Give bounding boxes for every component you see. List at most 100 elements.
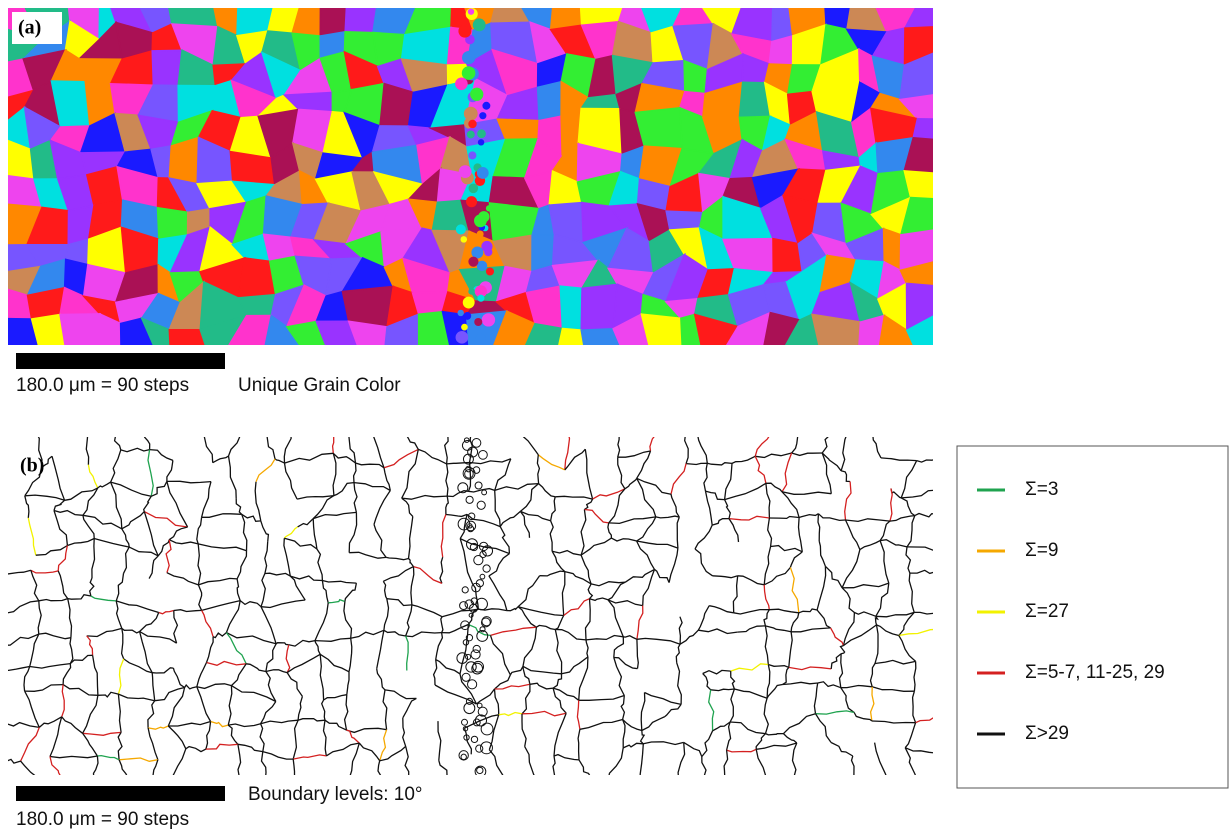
boundary bbox=[608, 748, 623, 781]
boundary bbox=[167, 573, 199, 585]
grain bbox=[560, 286, 582, 330]
boundary bbox=[409, 559, 414, 567]
boundary bbox=[462, 587, 468, 593]
boundary bbox=[771, 546, 803, 552]
boundary bbox=[118, 659, 123, 694]
boundary bbox=[118, 694, 121, 732]
boundary bbox=[378, 761, 381, 781]
grain bbox=[158, 208, 188, 240]
boundary bbox=[168, 688, 184, 727]
boundary bbox=[881, 458, 917, 461]
boundary bbox=[293, 759, 296, 781]
scale-bar bbox=[16, 786, 225, 801]
boundary bbox=[737, 626, 765, 632]
boundary bbox=[236, 499, 242, 515]
boundary bbox=[266, 644, 276, 672]
boundary bbox=[734, 689, 767, 698]
boundary bbox=[460, 602, 468, 610]
boundary bbox=[50, 756, 97, 758]
boundary bbox=[284, 527, 297, 538]
grain bbox=[458, 25, 471, 38]
grain bbox=[481, 241, 492, 252]
boundary bbox=[520, 431, 538, 455]
grain bbox=[475, 334, 486, 345]
boundary bbox=[50, 757, 63, 782]
boundary bbox=[119, 760, 129, 781]
boundary bbox=[39, 717, 61, 728]
boundary bbox=[198, 578, 237, 585]
boundary bbox=[846, 520, 860, 550]
boundary bbox=[695, 525, 712, 549]
boundary bbox=[709, 606, 734, 613]
boundary bbox=[875, 743, 889, 781]
boundary bbox=[387, 599, 412, 606]
boundary bbox=[702, 731, 713, 757]
boundary bbox=[386, 557, 408, 559]
boundary bbox=[403, 698, 417, 717]
boundary bbox=[198, 585, 201, 611]
boundary bbox=[197, 517, 202, 544]
boundary bbox=[167, 460, 173, 481]
boundary bbox=[168, 722, 210, 727]
boundary bbox=[608, 600, 643, 606]
boundary bbox=[491, 627, 537, 635]
grain bbox=[168, 2, 218, 27]
panel-label: (b) bbox=[20, 455, 44, 477]
boundary bbox=[522, 684, 530, 714]
boundary bbox=[226, 633, 276, 644]
grain bbox=[477, 167, 489, 179]
grain bbox=[468, 257, 478, 267]
boundary bbox=[698, 606, 709, 631]
boundary bbox=[111, 450, 121, 482]
boundary bbox=[905, 723, 915, 748]
boundary bbox=[552, 551, 581, 556]
boundary bbox=[262, 752, 267, 781]
boundary bbox=[676, 644, 680, 663]
boundary bbox=[402, 496, 448, 500]
boundary bbox=[122, 529, 129, 547]
boundary bbox=[328, 600, 345, 603]
boundary bbox=[637, 517, 656, 541]
boundary bbox=[472, 439, 481, 448]
boundary bbox=[733, 576, 737, 613]
boundary bbox=[731, 671, 735, 689]
boundary bbox=[880, 541, 889, 584]
boundary bbox=[637, 478, 671, 494]
boundary bbox=[899, 629, 939, 635]
grain bbox=[473, 18, 486, 31]
boundary bbox=[477, 501, 485, 509]
boundary bbox=[384, 599, 389, 631]
boundary bbox=[351, 630, 384, 638]
grain bbox=[558, 329, 585, 351]
boundary bbox=[384, 630, 406, 636]
boundary bbox=[555, 496, 592, 499]
boundary bbox=[499, 713, 522, 716]
boundary bbox=[28, 518, 36, 555]
boundary bbox=[169, 527, 187, 540]
boundary bbox=[818, 514, 820, 542]
boundary bbox=[581, 510, 586, 556]
grain bbox=[468, 8, 474, 14]
boundary bbox=[460, 625, 468, 674]
grain bbox=[468, 288, 475, 295]
boundary bbox=[322, 581, 328, 603]
boundary bbox=[384, 449, 418, 467]
grain bbox=[461, 324, 468, 331]
boundary bbox=[21, 761, 41, 781]
legend-box bbox=[957, 446, 1228, 788]
boundary bbox=[293, 720, 298, 759]
boundary bbox=[459, 751, 468, 760]
boundary bbox=[468, 680, 477, 689]
boundary bbox=[441, 515, 446, 558]
boundary bbox=[766, 734, 784, 735]
grain bbox=[482, 313, 495, 326]
boundary bbox=[226, 601, 240, 633]
boundary bbox=[540, 571, 565, 576]
boundary bbox=[551, 497, 556, 521]
boundary bbox=[2, 634, 39, 645]
boundary bbox=[322, 700, 325, 720]
boundary bbox=[462, 673, 470, 681]
boundary bbox=[890, 516, 915, 522]
boundary bbox=[118, 732, 122, 759]
grain bbox=[467, 130, 475, 138]
